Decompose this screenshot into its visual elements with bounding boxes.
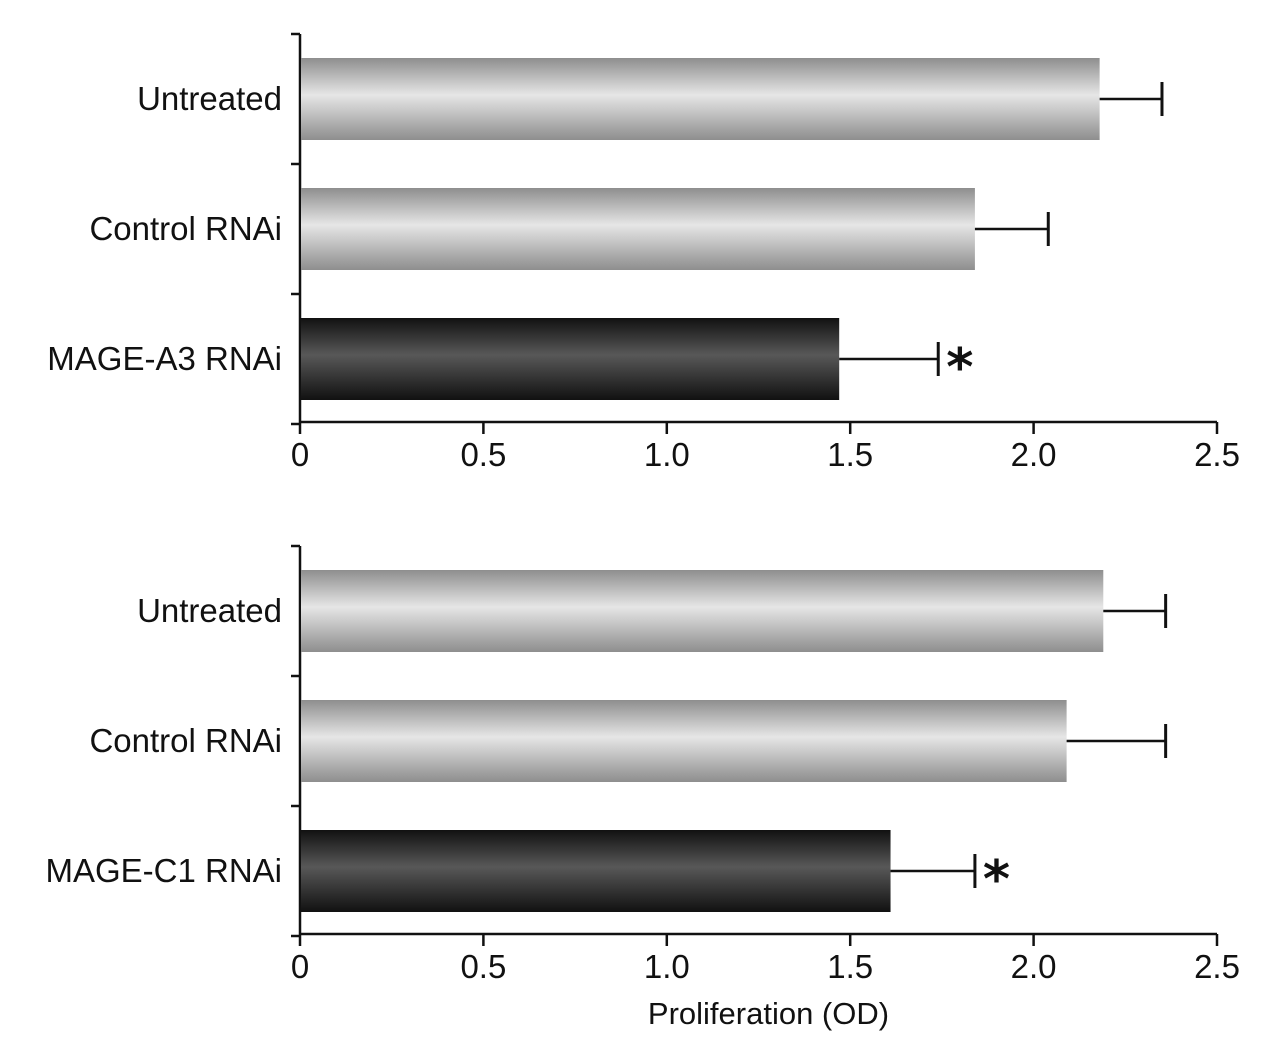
- bar: [301, 830, 891, 912]
- category-label: MAGE-C1 RNAi: [45, 852, 282, 889]
- bar: [301, 188, 975, 270]
- category-label: Control RNAi: [89, 722, 282, 759]
- category-label: Untreated: [137, 80, 282, 117]
- significance-marker: *: [946, 338, 973, 398]
- x-tick-label: 1.5: [827, 948, 873, 985]
- x-tick-label: 2.5: [1194, 436, 1240, 473]
- x-tick-label: 0.5: [460, 948, 506, 985]
- x-tick-label: 2.0: [1011, 436, 1057, 473]
- x-tick-label: 2.0: [1011, 948, 1057, 985]
- x-tick-label: 1.5: [827, 436, 873, 473]
- x-tick-label: 2.5: [1194, 948, 1240, 985]
- x-axis-title: Proliferation (OD): [648, 996, 889, 1031]
- category-label: MAGE-A3 RNAi: [47, 340, 282, 377]
- chart-panel-top: 0 0.5 1.0 1.5 2.0 2.5 Untreated Control RNAi * MA…: [47, 32, 1240, 473]
- category-label: Untreated: [137, 592, 282, 629]
- bar: [301, 58, 1100, 140]
- x-tick-label: 0: [291, 948, 309, 985]
- bar: [301, 700, 1067, 782]
- bar: [301, 570, 1104, 652]
- chart-panel-bottom: 0 0.5 1.0 1.5 2.0 2.5 Untreated Control RNAi * MA…: [45, 544, 1240, 1031]
- x-tick-label: 0.5: [460, 436, 506, 473]
- bar: [301, 318, 840, 400]
- significance-marker: *: [983, 850, 1010, 910]
- x-tick-label: 1.0: [644, 948, 690, 985]
- x-tick-label: 0: [291, 436, 309, 473]
- x-tick-label: 1.0: [644, 436, 690, 473]
- category-label: Control RNAi: [89, 210, 282, 247]
